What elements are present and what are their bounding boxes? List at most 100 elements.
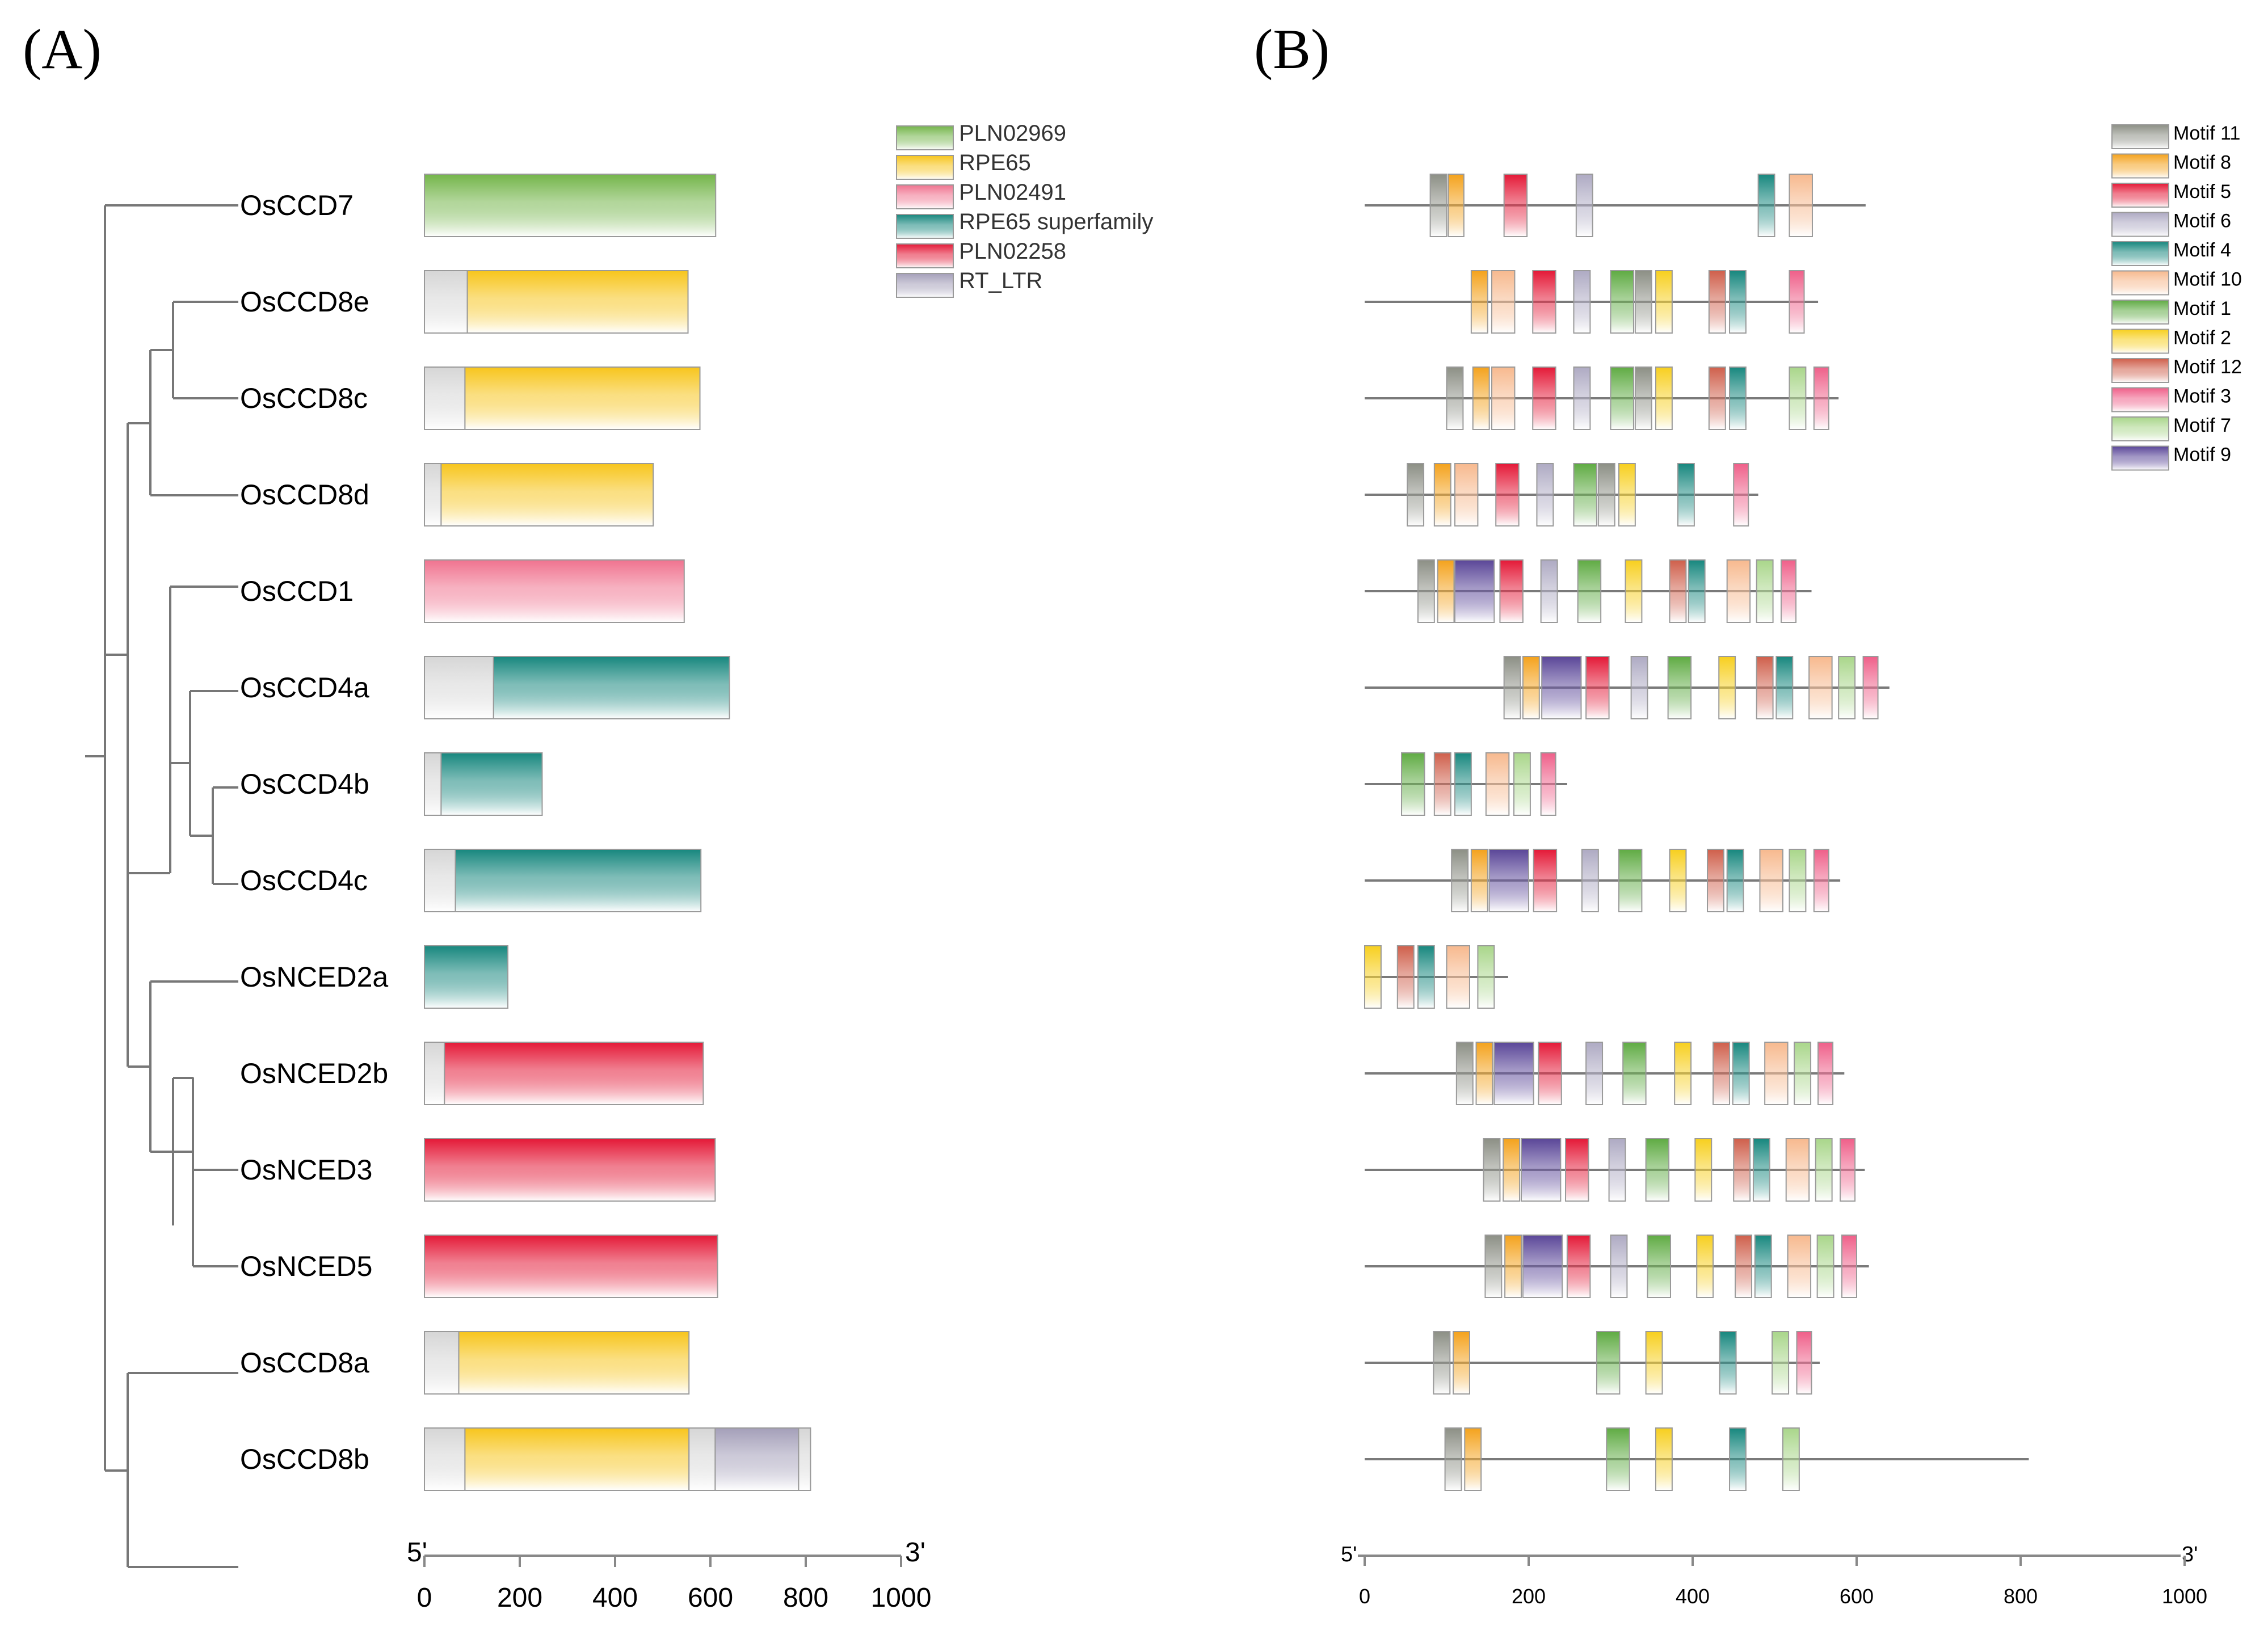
- motif-box-motif-2-osccd8b: [1655, 1427, 1673, 1491]
- legend-label-pln02491: PLN02491: [959, 180, 1066, 205]
- domain-rt-ltr-osccd8b: [714, 1427, 800, 1491]
- domain-row-osnced3: [424, 1138, 716, 1202]
- motif-box-motif-5-osccd4a: [1585, 656, 1610, 719]
- legend-label-motif-5: Motif 5: [2173, 181, 2231, 203]
- motif-box-motif-7-osnced2a: [1477, 945, 1495, 1009]
- motif-box-motif-8-osccd8c: [1472, 367, 1490, 430]
- motif-track-osccd8e: [1365, 270, 1819, 334]
- motif-box-motif-4-osnced5: [1754, 1235, 1772, 1298]
- domain-row-osccd4a: [424, 656, 730, 719]
- motif-box-motif-7-osccd8a: [1772, 1331, 1790, 1395]
- gene-label-osccd4b: OsCCD4b: [240, 768, 369, 800]
- motif-box-motif-2-osccd1: [1625, 559, 1643, 623]
- motif-box-motif-1-osccd8d: [1573, 463, 1597, 526]
- legend-label-motif-12: Motif 12: [2173, 356, 2242, 378]
- motif-box-motif-2-osccd8d: [1618, 463, 1636, 526]
- axis-b-tick-label: 0: [1359, 1585, 1370, 1608]
- legend-label-motif-10: Motif 10: [2173, 269, 2242, 290]
- legend-label-motif-3: Motif 3: [2173, 386, 2231, 407]
- motif-track-osnced2a: [1364, 945, 1508, 1009]
- motif-box-motif-2-osccd4a: [1718, 656, 1736, 719]
- gene-label-osccd4c: OsCCD4c: [240, 865, 368, 896]
- motif-box-motif-4-osnced2a: [1417, 945, 1435, 1009]
- domain-background-osccd4b: [424, 752, 442, 816]
- motif-box-motif-7-osnced5: [1816, 1235, 1834, 1298]
- motif-track-osccd4c: [1365, 849, 1841, 912]
- domain-pln02258-osnced5: [424, 1235, 718, 1298]
- motif-box-motif-11-osccd8c: [1446, 367, 1464, 430]
- motif-legend: Motif 11 Motif 8 Motif 5 Motif 6 Motif 4 Moti…: [2111, 123, 2242, 471]
- motif-box-motif-12-osccd4c: [1707, 849, 1724, 912]
- gene-label-column: OsCCD7 OsCCD8e OsCCD8c OsCCD8d OsCCD1 OsCCD4a…: [240, 189, 388, 1475]
- motif-box-motif-4-osccd8b: [1729, 1427, 1747, 1491]
- motif-box-motif-12-osnced3: [1733, 1138, 1751, 1202]
- motif-box-motif-8-osccd8a: [1453, 1331, 1470, 1395]
- motif-box-motif-3-osccd4a: [1862, 656, 1879, 719]
- motif-box-motif-11-osnced5: [1484, 1235, 1503, 1298]
- motif-box-motif-5-osccd1: [1499, 559, 1524, 623]
- motif-track-osnced2b: [1365, 1042, 1845, 1105]
- domain-row-osccd8a: [424, 1331, 690, 1395]
- gene-label-osccd8b: OsCCD8b: [240, 1443, 369, 1475]
- domain-background-osnced2b: [424, 1042, 445, 1105]
- domain-rpe65-superfamily-osccd4b: [440, 752, 543, 816]
- domain-legend: PLN02969 RPE65 PLN02491 RPE65 superfamily PL…: [896, 121, 1153, 298]
- motif-box-motif-1-osccd8a: [1596, 1331, 1621, 1395]
- motif-box-motif-1-osnced2b: [1622, 1042, 1647, 1105]
- motif-box-motif-10-osccd4a: [1808, 656, 1833, 719]
- motif-box-motif-2-osccd8c: [1655, 367, 1673, 430]
- motif-box-motif-2-osnced5: [1696, 1235, 1714, 1298]
- motif-box-motif-10-osnced2a: [1446, 945, 1470, 1009]
- legend-label-rpe65-superfamily: RPE65 superfamily: [959, 209, 1153, 234]
- motif-track-osnced3: [1365, 1138, 1865, 1202]
- legend-swatch-motif-8: [2111, 153, 2169, 179]
- legend-swatch-motif-9: [2111, 445, 2169, 471]
- motif-box-motif-8-osccd4c: [1470, 849, 1488, 912]
- domain-row-osccd8c: [424, 367, 701, 430]
- motif-box-motif-9-osnced3: [1520, 1138, 1562, 1202]
- motif-box-motif-9-osccd4c: [1488, 849, 1529, 912]
- motif-distribution-panel: [1364, 174, 2029, 1491]
- motif-box-motif-3-osccd8c: [1813, 367, 1829, 430]
- motif-box-motif-11-osccd8c: [1634, 367, 1652, 430]
- domain-rpe65-osccd8a: [458, 1331, 690, 1395]
- motif-box-motif-5-osccd4c: [1533, 849, 1558, 912]
- motif-box-motif-4-osccd7: [1757, 174, 1775, 237]
- domain-row-osccd8d: [424, 463, 654, 526]
- motif-box-motif-6-osccd4a: [1630, 656, 1648, 719]
- legend-swatch-motif-7: [2111, 416, 2169, 441]
- gene-label-osnced5: OsNCED5: [240, 1250, 372, 1282]
- motif-box-motif-10-osccd4c: [1759, 849, 1783, 912]
- motif-box-motif-8-osccd8e: [1470, 270, 1488, 334]
- motif-box-motif-8-osccd8b: [1464, 1427, 1482, 1491]
- motif-box-motif-4-osccd1: [1688, 559, 1706, 623]
- motif-box-motif-10-osccd1: [1726, 559, 1751, 623]
- motif-track-osccd1: [1365, 559, 1812, 623]
- motif-box-motif-7-osccd4b: [1513, 752, 1531, 816]
- legend-label-motif-4: Motif 4: [2173, 239, 2231, 261]
- domain-rpe65-osccd8e: [466, 270, 689, 334]
- legend-swatch-pln02258: [896, 243, 954, 268]
- motif-box-motif-10-osccd8d: [1454, 463, 1479, 526]
- gene-label-osnced3: OsNCED3: [240, 1154, 372, 1186]
- domain-row-osccd4b: [424, 752, 543, 816]
- motif-track-osccd4a: [1365, 656, 1890, 719]
- motif-box-motif-3-osnced5: [1841, 1235, 1857, 1298]
- motif-box-motif-11-osccd8e: [1634, 270, 1652, 334]
- domain-pln02491-osccd1: [424, 559, 685, 623]
- motif-box-motif-9-osccd1: [1454, 559, 1495, 623]
- motif-box-motif-7-osccd4c: [1789, 849, 1807, 912]
- motif-box-motif-2-osnced2b: [1674, 1042, 1692, 1105]
- motif-box-motif-5-osnced3: [1565, 1138, 1589, 1202]
- motif-box-motif-1-osccd8b: [1606, 1427, 1630, 1491]
- legend-label-rpe65: RPE65: [959, 150, 1031, 175]
- domain-background-osccd4c: [424, 849, 456, 912]
- motif-box-motif-1-osnced5: [1647, 1235, 1671, 1298]
- domain-background-osccd8e: [424, 270, 468, 334]
- motif-box-motif-5-osccd7: [1503, 174, 1528, 237]
- legend-swatch-motif-1: [2111, 300, 2169, 325]
- motif-box-motif-8-osccd4a: [1522, 656, 1540, 719]
- domain-background-osccd8c: [424, 367, 466, 430]
- motif-box-motif-1-osccd8c: [1610, 367, 1634, 430]
